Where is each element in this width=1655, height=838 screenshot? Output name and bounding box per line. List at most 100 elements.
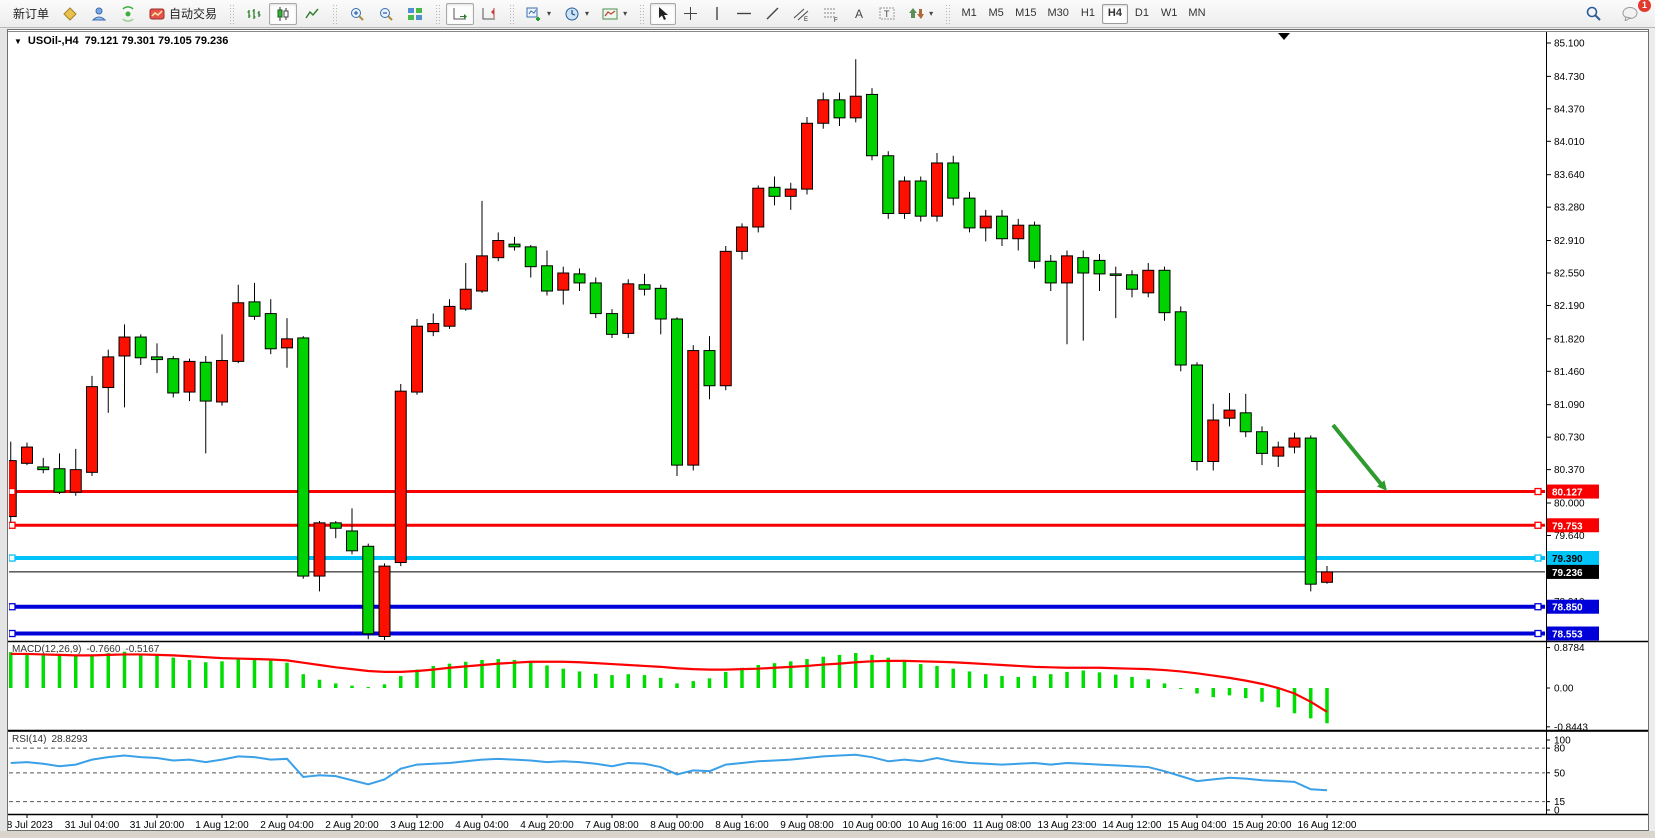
svg-text:83.640: 83.640 bbox=[1554, 170, 1585, 181]
svg-text:84.010: 84.010 bbox=[1554, 137, 1585, 148]
toolbar-grip[interactable] bbox=[229, 3, 235, 24]
svg-text:79.236: 79.236 bbox=[1552, 568, 1583, 579]
add-indicator-button[interactable]: ▾ bbox=[520, 3, 557, 25]
svg-text:14 Aug 12:00: 14 Aug 12:00 bbox=[1103, 820, 1162, 830]
text-label-tool-button[interactable]: T bbox=[873, 3, 901, 25]
gold-diamond-button[interactable] bbox=[56, 3, 84, 25]
svg-text:78.553: 78.553 bbox=[1552, 630, 1583, 641]
objects-group: ▾ ▾ ▾ bbox=[517, 3, 636, 25]
trendline-tool-button[interactable] bbox=[759, 3, 786, 25]
clock-icon bbox=[565, 7, 579, 20]
vertical-line-tool-button[interactable] bbox=[705, 3, 729, 25]
svg-text:E: E bbox=[804, 17, 808, 22]
autotrading-button[interactable]: 自动交易 bbox=[143, 3, 223, 25]
svg-text:80.127: 80.127 bbox=[1552, 488, 1583, 499]
svg-text:80.370: 80.370 bbox=[1554, 465, 1585, 476]
text-tool-button[interactable]: A bbox=[847, 3, 872, 25]
profile-button[interactable] bbox=[85, 3, 113, 25]
svg-text:A: A bbox=[855, 7, 863, 21]
chart-title: ▼ USOil-,H4 79.121 79.301 79.105 79.236 bbox=[14, 35, 228, 47]
auto-scroll-icon bbox=[453, 7, 468, 19]
symbol-timeframe: USOil-,H4 bbox=[27, 35, 79, 47]
tile-windows-icon bbox=[408, 7, 423, 20]
zoom-in-icon bbox=[351, 7, 364, 21]
period-m5-button[interactable]: M5 bbox=[988, 6, 1004, 19]
cursor-tool-button[interactable] bbox=[650, 2, 677, 25]
period-mn-button[interactable]: MN bbox=[1188, 6, 1206, 19]
search-icon bbox=[1586, 6, 1601, 21]
toolbar-grip[interactable] bbox=[509, 3, 515, 24]
chevron-down-icon: ▾ bbox=[623, 9, 628, 18]
macd-indicator-label: MACD(12,26,9) -0.7660 -0.5167 bbox=[12, 644, 159, 655]
svg-text:85.100: 85.100 bbox=[1554, 39, 1585, 50]
equidistant-channel-icon: E bbox=[793, 8, 809, 22]
chart-shift-icon bbox=[482, 7, 496, 19]
period-m1-button[interactable]: M1 bbox=[961, 6, 977, 19]
toolbar-grip[interactable] bbox=[945, 3, 951, 24]
tile-windows-button[interactable] bbox=[401, 3, 429, 25]
svg-text:100: 100 bbox=[1554, 736, 1571, 747]
period-d1-button[interactable]: D1 bbox=[1134, 6, 1149, 19]
arrow-objects-icon bbox=[909, 8, 925, 19]
fibonacci-icon: F bbox=[824, 8, 838, 22]
svg-text:7 Aug 08:00: 7 Aug 08:00 bbox=[585, 820, 639, 830]
chevron-down-icon: ▼ bbox=[14, 36, 22, 46]
vertical-line-icon bbox=[716, 7, 718, 20]
bar-chart-icon bbox=[247, 8, 261, 19]
chart-type-group bbox=[237, 2, 329, 25]
zoom-group bbox=[340, 3, 432, 25]
notifications-button[interactable]: 1 bbox=[1616, 0, 1651, 25]
template-button[interactable]: ▾ bbox=[596, 3, 633, 25]
svg-text:11 Aug 08:00: 11 Aug 08:00 bbox=[973, 820, 1032, 830]
periods-group: M1 M5 M15 M30 H1 H4 D1 W1 MN bbox=[953, 3, 1213, 24]
crosshair-tool-button[interactable] bbox=[677, 3, 704, 25]
svg-text:80: 80 bbox=[1554, 744, 1566, 755]
svg-text:4 Aug 20:00: 4 Aug 20:00 bbox=[520, 820, 574, 830]
svg-text:8 Aug 00:00: 8 Aug 00:00 bbox=[650, 820, 704, 830]
horizontal-line-tool-button[interactable] bbox=[730, 3, 758, 25]
svg-text:4 Aug 04:00: 4 Aug 04:00 bbox=[455, 820, 509, 830]
svg-text:50: 50 bbox=[1554, 768, 1566, 779]
svg-text:10 Aug 00:00: 10 Aug 00:00 bbox=[843, 820, 902, 830]
toolbar-grip[interactable] bbox=[435, 3, 441, 24]
line-chart-button[interactable] bbox=[298, 3, 326, 25]
arrows-tool-button[interactable]: ▾ bbox=[902, 3, 939, 25]
svg-text:0.8784: 0.8784 bbox=[1554, 643, 1585, 654]
crosshair-icon bbox=[684, 7, 698, 20]
cursor-icon bbox=[659, 7, 669, 20]
svg-text:82.550: 82.550 bbox=[1554, 268, 1585, 279]
chart-shift-button[interactable] bbox=[475, 3, 503, 25]
svg-text:-0.8443: -0.8443 bbox=[1554, 722, 1588, 733]
period-selector-button[interactable]: ▾ bbox=[558, 3, 595, 25]
diamond-icon bbox=[63, 6, 77, 21]
auto-scroll-button[interactable] bbox=[446, 2, 475, 25]
period-w1-button[interactable]: W1 bbox=[1160, 6, 1178, 19]
new-order-button[interactable]: 新订单 bbox=[7, 3, 55, 25]
toolbar-grip[interactable] bbox=[639, 3, 645, 24]
period-h4-button[interactable]: H4 bbox=[1101, 3, 1128, 24]
candlestick-chart-button[interactable] bbox=[269, 2, 298, 25]
macd-name: MACD(12,26,9) bbox=[12, 644, 82, 655]
period-m30-button[interactable]: M30 bbox=[1047, 6, 1069, 19]
signals-button[interactable] bbox=[114, 3, 142, 25]
period-h1-button[interactable]: H1 bbox=[1080, 6, 1095, 19]
svg-text:F: F bbox=[834, 18, 838, 22]
svg-text:82.190: 82.190 bbox=[1554, 301, 1585, 312]
zoom-in-button[interactable] bbox=[343, 3, 371, 25]
rsi-indicator-label: RSI(14) 28.8293 bbox=[12, 734, 88, 745]
svg-text:28 Jul 2023: 28 Jul 2023 bbox=[8, 820, 53, 830]
chart-canvas[interactable]: 85.100 84.730 84.370 84.010 83.640 83.280 82.9… bbox=[8, 30, 1648, 830]
notification-badge: 1 bbox=[1638, 0, 1651, 12]
channel-tool-button[interactable]: E bbox=[787, 3, 816, 25]
template-icon bbox=[602, 8, 618, 19]
zoom-out-button[interactable] bbox=[372, 3, 400, 25]
chat-bubble-icon bbox=[1622, 7, 1638, 21]
svg-text:79.640: 79.640 bbox=[1554, 531, 1585, 542]
search-button[interactable] bbox=[1579, 3, 1608, 25]
fibonacci-tool-button[interactable]: F bbox=[817, 3, 846, 25]
toolbar-grip[interactable] bbox=[332, 3, 338, 24]
bar-chart-button[interactable] bbox=[240, 3, 268, 25]
add-indicator-icon bbox=[526, 7, 541, 21]
period-m15-button[interactable]: M15 bbox=[1015, 6, 1037, 19]
